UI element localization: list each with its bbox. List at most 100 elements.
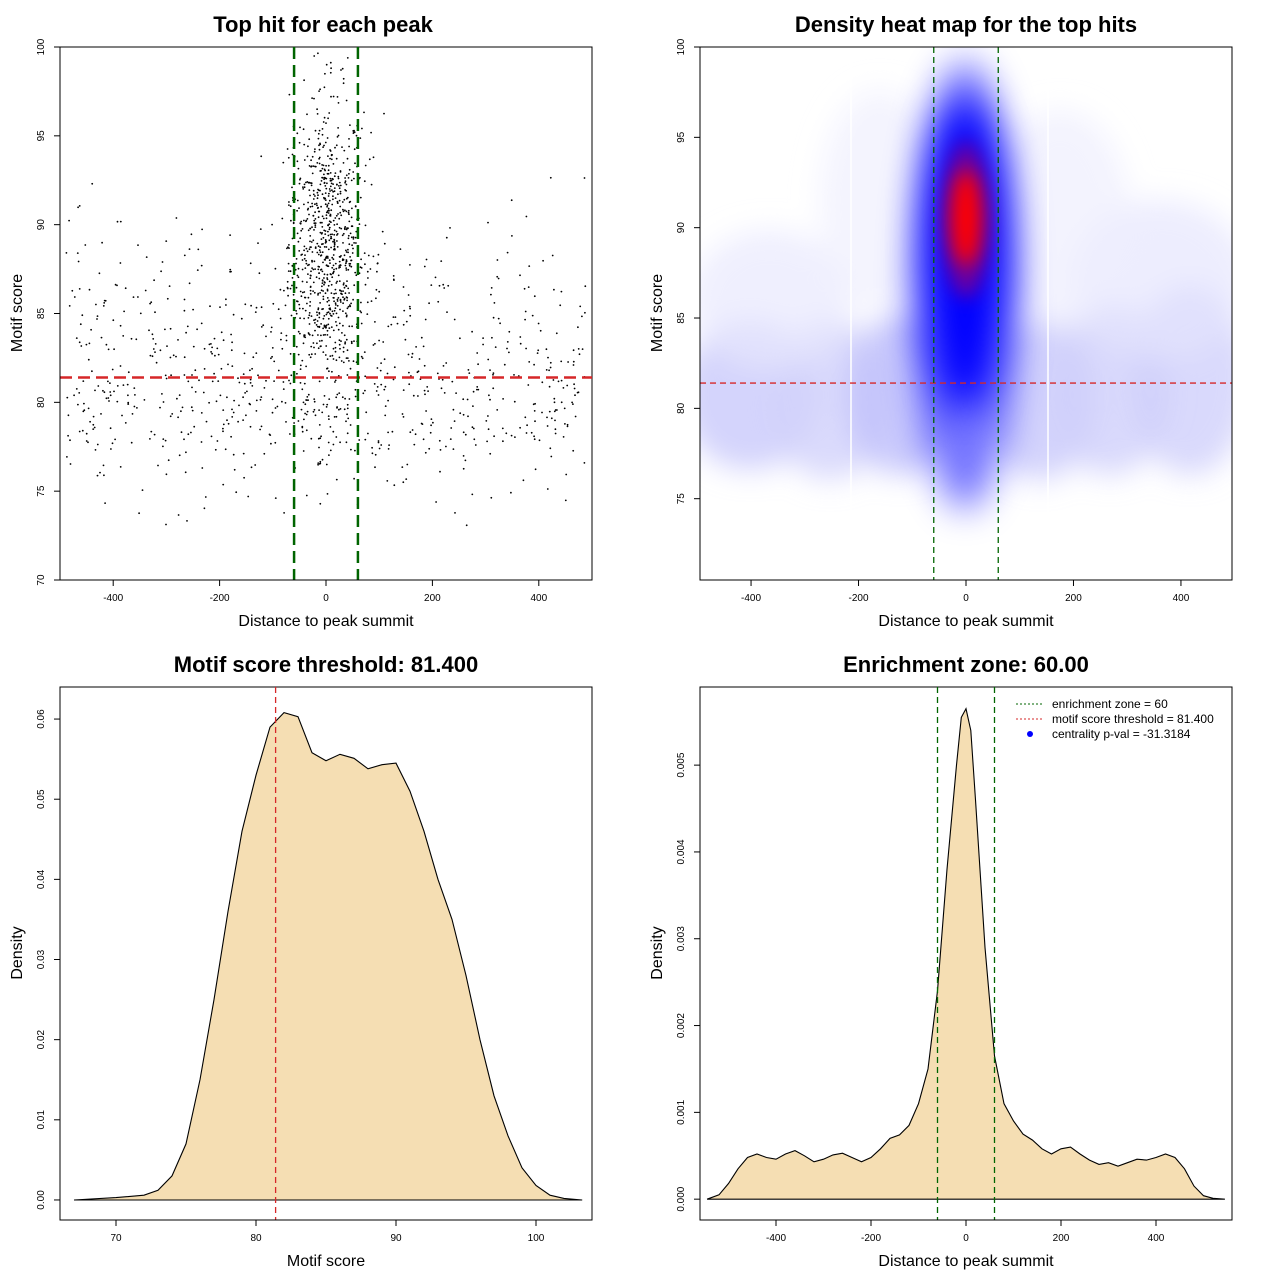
scatter-point	[549, 366, 552, 369]
scatter-point	[363, 111, 365, 114]
scatter-point	[465, 524, 468, 527]
scatter-point	[403, 309, 406, 312]
scatter-point	[312, 215, 315, 217]
scatter-point	[323, 116, 326, 119]
scatter-point	[305, 399, 307, 401]
scatter-point	[372, 344, 375, 346]
scatter-point	[94, 449, 97, 451]
y-tick-label: 70	[36, 574, 47, 586]
scatter-point	[168, 285, 171, 287]
scatter-point	[525, 215, 528, 218]
scatter-point	[305, 365, 307, 368]
scatter-point	[423, 389, 426, 392]
scatter-point	[321, 221, 323, 224]
scatter-point	[334, 341, 337, 344]
scatter-point	[333, 309, 336, 312]
scatter-point	[316, 342, 318, 345]
scatter-point	[289, 382, 292, 385]
scatter-point	[386, 372, 389, 375]
scatter-point	[482, 343, 484, 346]
scatter-point	[127, 394, 129, 397]
scatter-point	[271, 398, 274, 401]
scatter-point	[348, 360, 350, 362]
scatter-point	[143, 399, 146, 401]
scatter-point	[437, 300, 440, 303]
scatter-point	[381, 230, 384, 233]
scatter-point	[289, 353, 292, 355]
scatter-point	[310, 315, 313, 317]
scatter-point	[435, 501, 437, 503]
scatter-point	[554, 432, 557, 435]
scatter-point	[393, 484, 396, 487]
scatter-point	[497, 277, 500, 280]
scatter-point	[326, 367, 328, 370]
scatter-point	[346, 403, 349, 406]
scatter-point	[345, 174, 348, 177]
scatter-point	[183, 438, 185, 441]
scatter-point	[220, 331, 223, 334]
scatter-point	[307, 296, 310, 299]
scatter-point	[332, 254, 335, 256]
scatter-point	[260, 326, 263, 328]
scatter-point	[203, 368, 206, 370]
scatter-point	[528, 361, 531, 363]
legend-zone-label: enrichment zone = 60	[1052, 697, 1168, 711]
scatter-point	[380, 362, 382, 364]
scatter-point	[336, 300, 339, 302]
scatter-point	[296, 232, 299, 235]
scatter-point	[299, 290, 302, 293]
scatter-point	[169, 327, 172, 330]
scatter-point	[316, 311, 318, 314]
scatter-point	[336, 298, 339, 301]
scatter-point	[324, 203, 327, 206]
scatter-point	[332, 183, 334, 186]
scatter-point	[338, 260, 341, 263]
scatter-point	[449, 227, 451, 229]
scatter-point	[487, 428, 490, 431]
scatter-point	[348, 145, 350, 148]
scatter-point	[194, 369, 197, 372]
scatter-point	[68, 219, 70, 222]
scatter-point	[322, 317, 325, 320]
score-density-title: Motif score threshold: 81.400	[174, 652, 478, 677]
scatter-point	[318, 156, 321, 159]
scatter-point	[285, 339, 288, 342]
scatter-point	[345, 210, 348, 213]
scatter-point	[440, 387, 443, 390]
scatter-y-label: Motif score	[9, 274, 26, 352]
scatter-point	[557, 380, 560, 383]
scatter-point	[169, 415, 172, 418]
scatter-point	[295, 262, 297, 265]
scatter-point	[349, 256, 351, 258]
scatter-point	[326, 329, 329, 332]
scatter-point	[323, 86, 326, 89]
scatter-point	[317, 294, 319, 296]
scatter-point	[262, 324, 265, 327]
scatter-point	[524, 318, 526, 321]
scatter-point	[350, 340, 353, 343]
scatter-point	[439, 449, 442, 451]
scatter-point	[295, 258, 298, 260]
scatter-point	[332, 240, 334, 243]
scatter-point	[316, 204, 318, 207]
scatter-point	[135, 338, 138, 341]
scatter-point	[280, 332, 283, 334]
scatter-point	[574, 415, 577, 418]
scatter-point	[472, 390, 475, 393]
scatter-point	[287, 262, 290, 265]
scatter-point	[328, 299, 330, 302]
scatter-point	[323, 324, 326, 327]
scatter-point	[402, 416, 405, 418]
scatter-point	[350, 236, 353, 239]
scatter-point	[533, 295, 536, 298]
scatter-point	[297, 330, 300, 333]
scatter-point	[331, 189, 333, 192]
scatter-point	[336, 280, 338, 283]
scatter-point	[409, 307, 411, 310]
y-tick-label: 100	[676, 38, 687, 55]
scatter-point	[210, 343, 212, 345]
scatter-point	[75, 388, 78, 390]
scatter-point	[338, 187, 341, 190]
scatter-point	[526, 424, 528, 427]
scatter-point	[107, 397, 110, 399]
